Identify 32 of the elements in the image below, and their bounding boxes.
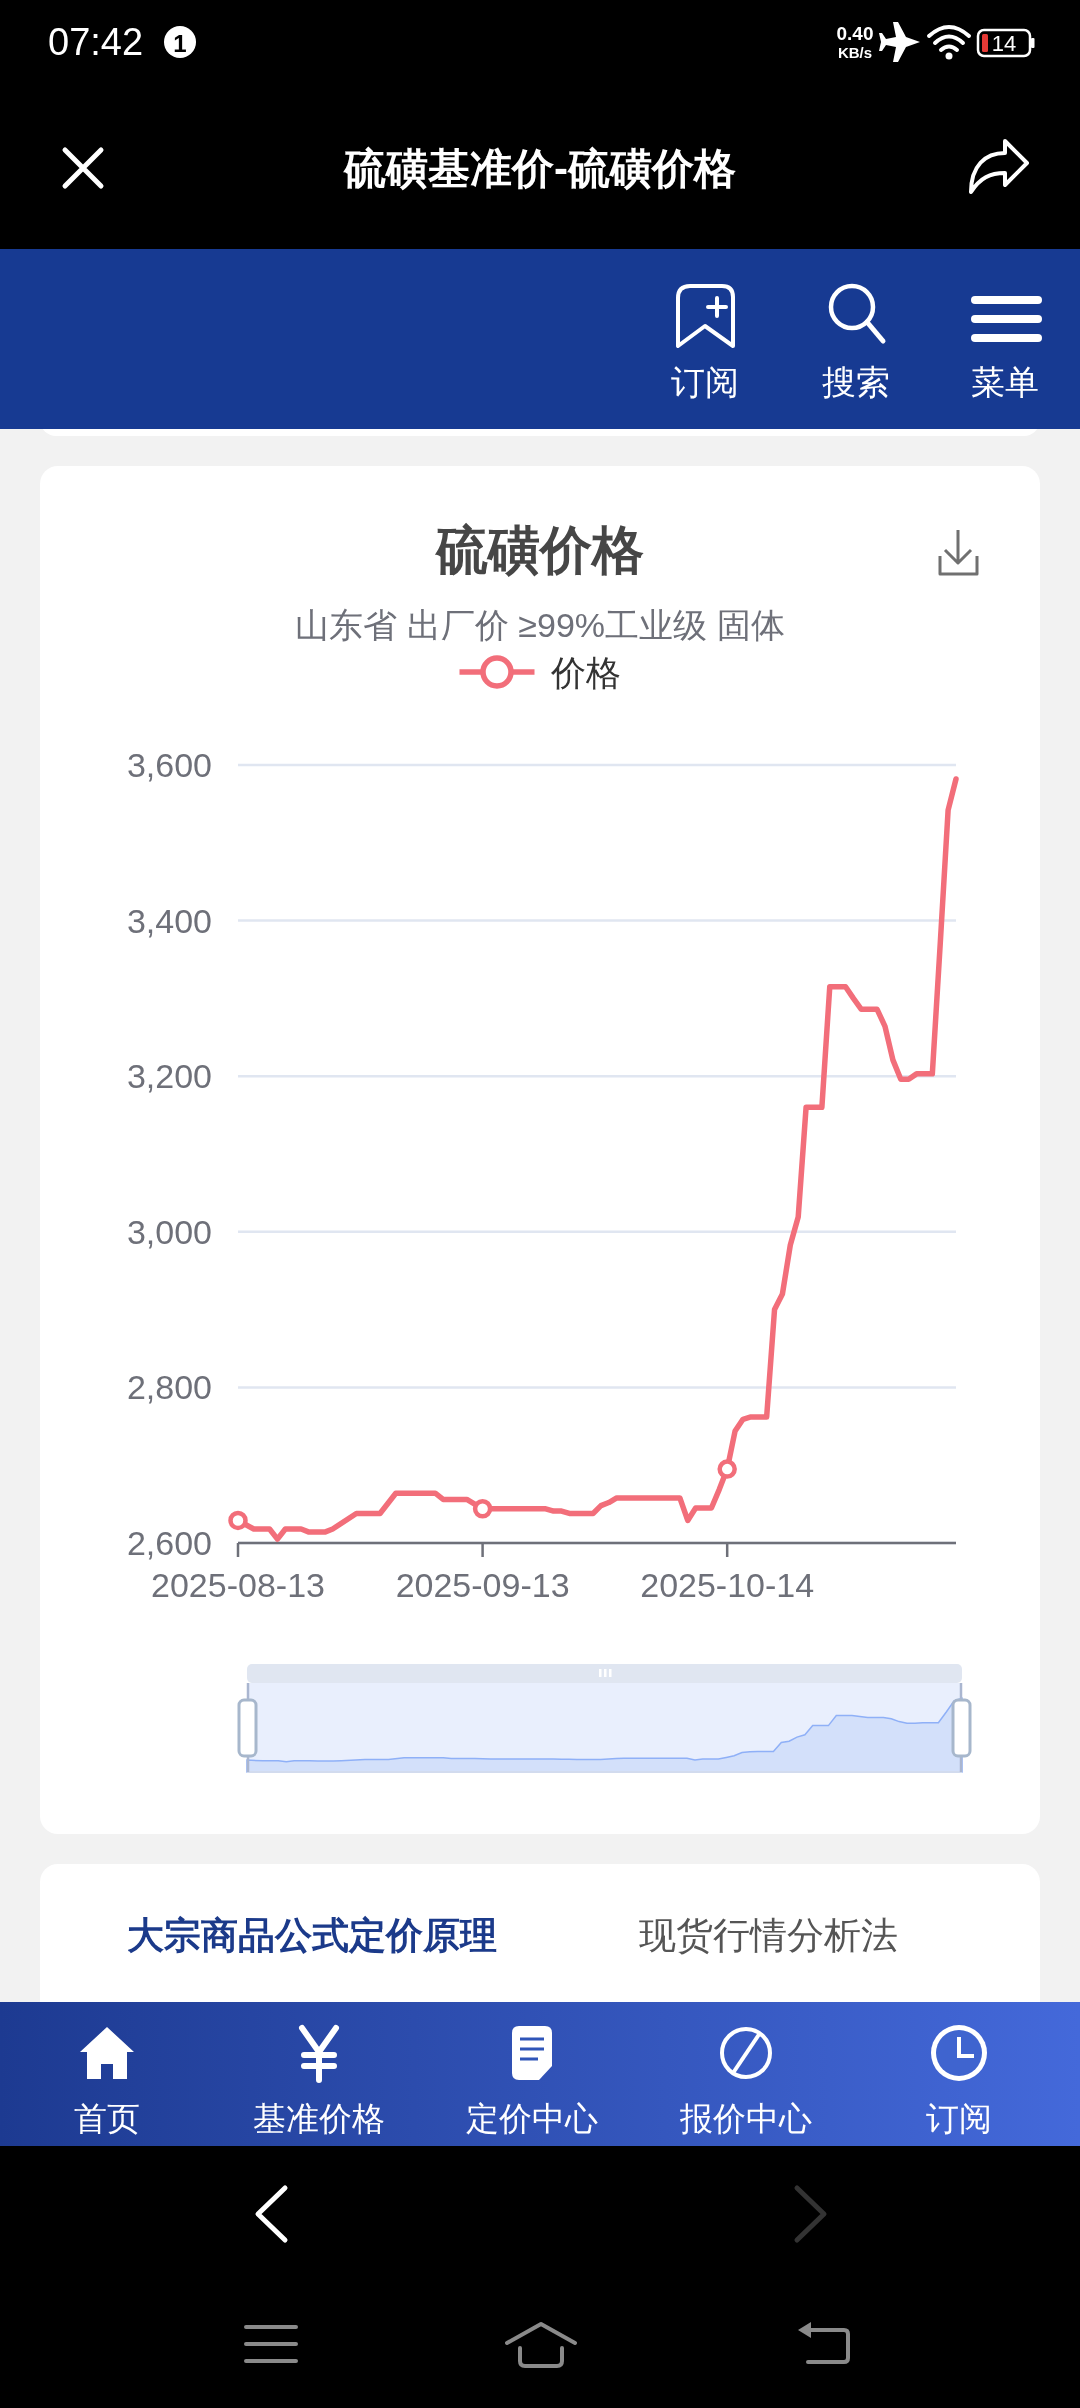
legend-label: 价格 bbox=[549, 652, 621, 692]
text: 定价中心 bbox=[466, 2099, 598, 2137]
text: 菜单 bbox=[971, 363, 1039, 401]
x-tick-label: 2025-08-13 bbox=[151, 1566, 325, 1604]
text: 现货行情分析法 bbox=[638, 1914, 898, 1956]
chart-subtitle: 山东省 出厂价 ≥99%工业级 固体 bbox=[295, 606, 785, 644]
text: 大宗商品公式定价原理 bbox=[127, 1914, 497, 1956]
point bbox=[472, 1499, 493, 1519]
y-tick-label: 3,200 bbox=[126, 1057, 212, 1096]
point bbox=[228, 1510, 248, 1531]
y-tick-label: 2,600 bbox=[126, 1524, 212, 1562]
text: KB/s bbox=[837, 43, 873, 61]
text: 搜索 bbox=[822, 363, 890, 401]
text: 基准价格 bbox=[253, 2099, 385, 2137]
chart-title: 硫磺价格 bbox=[434, 521, 644, 579]
text: 硫磺基准价-硫磺价格 bbox=[343, 144, 736, 192]
y-tick-label: 3,600 bbox=[126, 746, 212, 784]
y-tick-label: 2,800 bbox=[126, 1368, 212, 1407]
text: 07:42 bbox=[48, 21, 144, 63]
x-tick-label: 2025-09-13 bbox=[395, 1566, 570, 1604]
x-tick-label: 2025-10-14 bbox=[640, 1566, 815, 1604]
y-tick-label: 3,400 bbox=[126, 901, 212, 940]
text: 首页 bbox=[74, 2099, 140, 2137]
text: 订阅 bbox=[671, 363, 739, 401]
legend: 价格 bbox=[459, 652, 621, 692]
point bbox=[717, 1459, 737, 1479]
text: 订阅 bbox=[926, 2099, 992, 2137]
text: 14 bbox=[991, 30, 1017, 56]
text: 1 bbox=[173, 29, 187, 57]
y-tick-label: 3,000 bbox=[126, 1212, 212, 1251]
text: 报价中心 bbox=[679, 2099, 812, 2137]
text: 0.40 bbox=[836, 22, 874, 44]
